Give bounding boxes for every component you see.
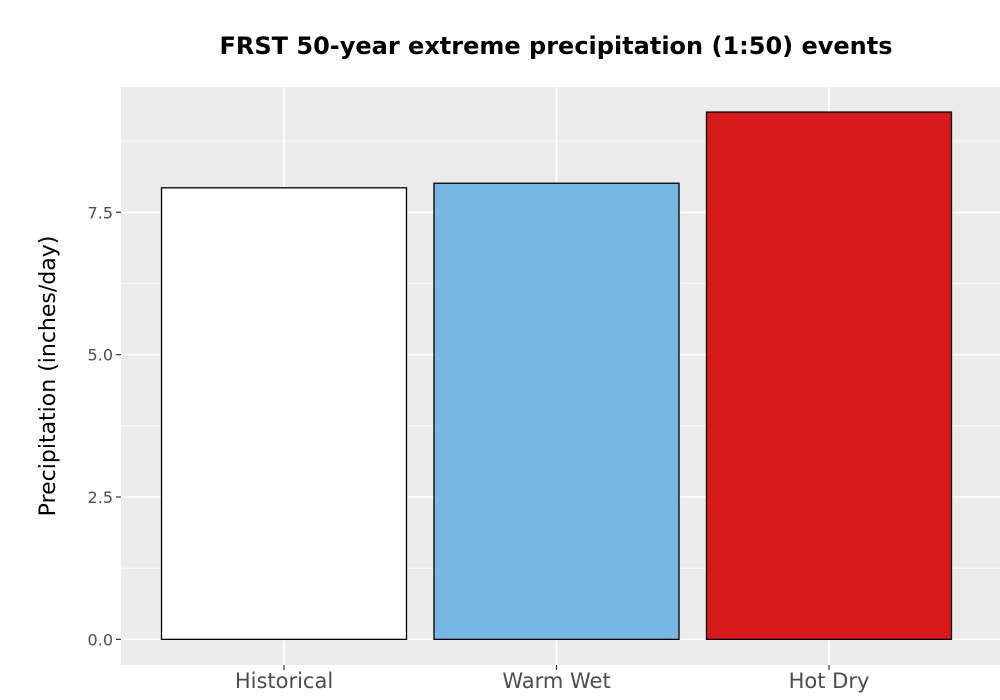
y-axis-label: Precipitation (inches/day) bbox=[36, 236, 61, 517]
y-axis-ticks: 0.0 2.5 5.0 7.5 bbox=[88, 203, 121, 649]
y-tick-label: 0.0 bbox=[88, 630, 113, 649]
bar-hot-dry bbox=[705, 111, 953, 641]
x-axis-ticks: Historical Warm Wet Hot Dry bbox=[235, 665, 870, 693]
chart-title: FRST 50-year extreme precipitation (1:50… bbox=[219, 32, 892, 60]
x-tick-label: Warm Wet bbox=[502, 669, 610, 693]
x-tick-label: Historical bbox=[235, 669, 333, 693]
y-tick-label: 2.5 bbox=[88, 488, 113, 507]
y-tick-label: 5.0 bbox=[88, 346, 113, 365]
x-tick-label: Hot Dry bbox=[789, 669, 870, 693]
bar-warm-wet bbox=[433, 182, 680, 641]
bar-historical bbox=[160, 187, 408, 641]
y-tick-label: 7.5 bbox=[88, 203, 113, 222]
bars bbox=[160, 111, 953, 641]
